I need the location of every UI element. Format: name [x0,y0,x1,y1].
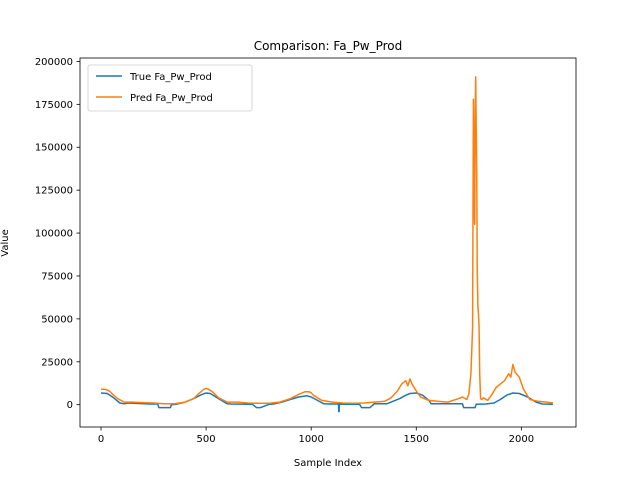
series-lines [100,76,554,413]
y-tick-label: 50000 [41,314,73,325]
plot-area [79,57,577,428]
y-tick-label: 175000 [35,100,73,111]
y-axis-label: Value [0,229,11,256]
x-axis-label: Sample Index [294,458,362,469]
x-tick-label: 1500 [404,434,429,445]
x-tick-label: 1000 [298,434,323,445]
x-tick-label: 500 [197,434,216,445]
y-tick-label: 25000 [41,357,73,368]
y-axis-ticks: 0 25000 50000 75000 100000 125000 150000 175000… [35,57,80,411]
legend-label-1: True Fa_Pw_Prod [129,72,212,83]
y-tick-label: 75000 [41,271,73,282]
y-tick-label: 200000 [35,57,73,68]
series-line-2 [101,76,554,405]
y-tick-label: 125000 [35,186,73,197]
x-axis-ticks: 0 500 1000 1500 2000 [98,427,534,445]
legend: True Fa_Pw_Prod Pred Fa_Pw_Prod [87,64,253,112]
x-tick-label: 2000 [509,434,534,445]
x-tick-label: 0 [98,434,104,445]
y-tick-label: 100000 [35,229,73,240]
legend-box [87,64,253,112]
legend-label-2: Pred Fa_Pw_Prod [130,93,213,104]
y-tick-label: 0 [67,400,73,411]
axes-frame [79,57,577,428]
y-tick-label: 150000 [35,143,73,154]
chart-title: Comparison: Fa_Pw_Prod [254,39,403,53]
